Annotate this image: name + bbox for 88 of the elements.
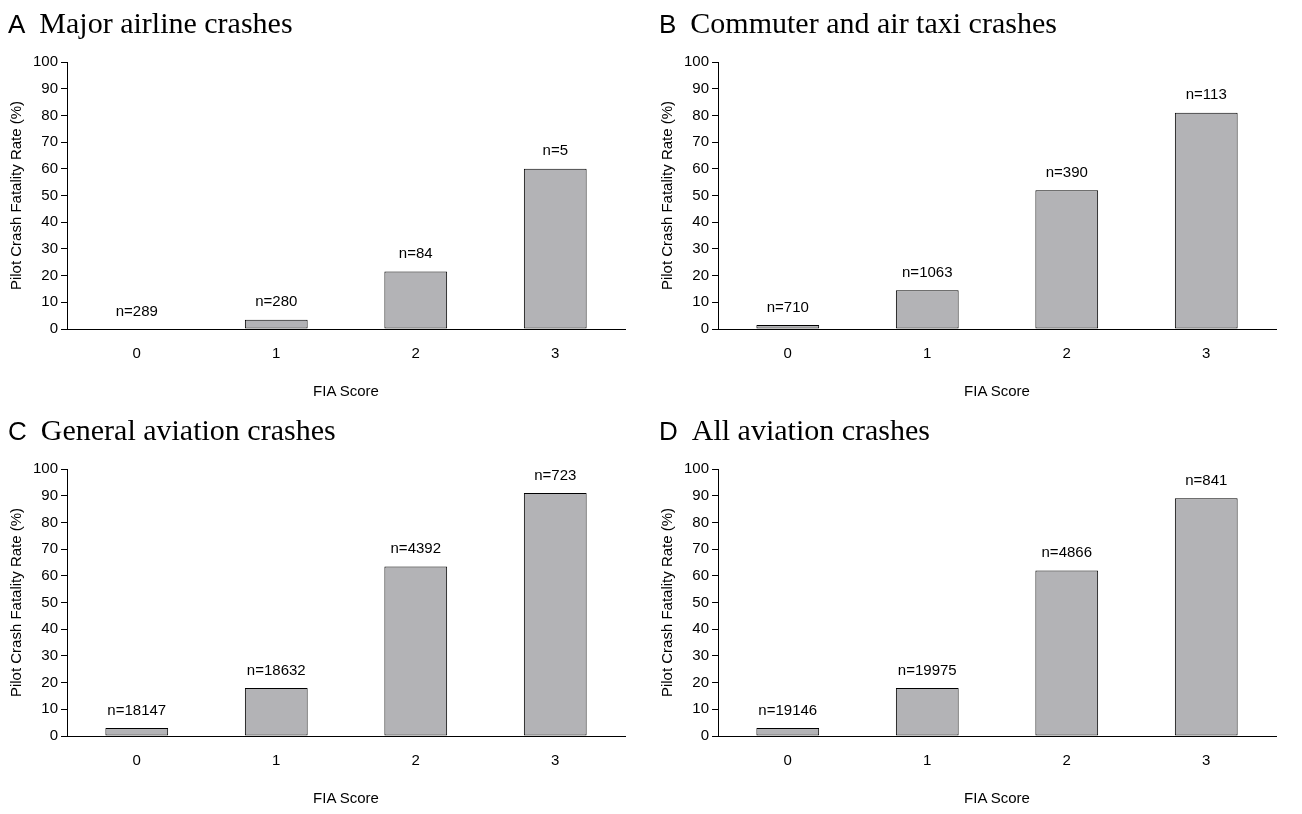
x-tick-label: 0 — [132, 751, 141, 769]
y-tick-label: 20 — [41, 265, 59, 283]
annotation: n=289 — [115, 301, 158, 319]
x-tick-label: 0 — [132, 344, 141, 362]
x-tick-label: 1 — [923, 344, 932, 362]
x-tick-label: 0 — [783, 751, 792, 769]
y-tick-label: 40 — [692, 212, 710, 230]
y-tick-label: 100 — [684, 52, 710, 70]
y-tick-label: 100 — [33, 459, 59, 477]
y-tick-label: 90 — [41, 485, 59, 503]
y-tick-label: 70 — [41, 539, 59, 557]
y-tick-label: 60 — [41, 158, 59, 176]
x-axis-title: FIA Score — [964, 382, 1030, 400]
annotation: n=710 — [766, 297, 809, 315]
y-tick-label: 40 — [41, 619, 59, 637]
annotation: n=84 — [398, 244, 433, 262]
chart-title: A Major airline crashes — [8, 6, 293, 39]
y-tick-label: 0 — [700, 319, 710, 337]
x-tick-label: 3 — [551, 344, 560, 362]
y-axis-title: Pilot Crash Fatality Rate (%) — [7, 507, 25, 698]
y-tick-label: 90 — [692, 485, 710, 503]
x-tick-label: 3 — [551, 751, 560, 769]
x-tick-label: 3 — [1202, 751, 1211, 769]
chart-title: D All aviation crashes — [659, 413, 931, 446]
y-tick-label: 10 — [41, 699, 59, 717]
x-tick-label: 1 — [923, 751, 932, 769]
x-tick-label: 0 — [783, 344, 792, 362]
annotation: n=1063 — [902, 262, 953, 280]
y-tick-label: 100 — [33, 52, 59, 70]
x-axis-title: FIA Score — [313, 382, 379, 400]
annotation: n=19146 — [758, 700, 818, 718]
annotation: n=4866 — [1041, 543, 1092, 561]
y-tick-label: 10 — [692, 699, 710, 717]
y-tick-label: 30 — [41, 239, 59, 257]
x-tick-label: 2 — [411, 751, 420, 769]
annotation: n=4392 — [390, 539, 441, 557]
y-tick-label: 0 — [49, 726, 59, 744]
x-axis-title: FIA Score — [313, 789, 379, 807]
y-tick-label: 70 — [41, 132, 59, 150]
y-axis-title: Pilot Crash Fatality Rate (%) — [7, 100, 25, 291]
x-axis-title: FIA Score — [964, 789, 1030, 807]
y-tick-label: 30 — [41, 646, 59, 664]
y-tick-label: 80 — [692, 512, 710, 530]
y-tick-label: 10 — [41, 292, 59, 310]
y-tick-label: 80 — [692, 105, 710, 123]
annotation: n=390 — [1045, 162, 1088, 180]
y-tick-label: 60 — [41, 565, 59, 583]
y-tick-label: 30 — [692, 646, 710, 664]
y-tick-label: 90 — [692, 78, 710, 96]
y-tick-label: 20 — [692, 672, 710, 690]
y-tick-label: 50 — [41, 185, 59, 203]
y-tick-label: 90 — [41, 78, 59, 96]
annotation: n=280 — [255, 292, 298, 310]
y-tick-label: 0 — [49, 319, 59, 337]
y-tick-label: 70 — [692, 132, 710, 150]
y-tick-label: 0 — [700, 726, 710, 744]
y-tick-label: 80 — [41, 105, 59, 123]
y-tick-label: 20 — [692, 265, 710, 283]
chart-title: B Commuter and air taxi crashes — [659, 6, 1057, 39]
y-tick-label: 30 — [692, 239, 710, 257]
annotation: n=18147 — [107, 700, 167, 718]
x-tick-label: 3 — [1202, 344, 1211, 362]
chart-title: C General aviation crashes — [8, 413, 336, 446]
y-tick-label: 100 — [684, 459, 710, 477]
annotation: n=841 — [1185, 471, 1228, 489]
y-axis-title: Pilot Crash Fatality Rate (%) — [658, 507, 676, 698]
y-tick-label: 60 — [692, 158, 710, 176]
annotation: n=113 — [1185, 85, 1227, 103]
annotation: n=18632 — [246, 660, 306, 678]
x-tick-label: 2 — [411, 344, 420, 362]
y-tick-label: 10 — [692, 292, 710, 310]
x-tick-label: 2 — [1062, 344, 1071, 362]
y-tick-label: 40 — [41, 212, 59, 230]
annotation: n=19975 — [897, 660, 957, 678]
annotation: n=723 — [534, 465, 577, 483]
y-tick-label: 50 — [692, 592, 710, 610]
y-tick-label: 80 — [41, 512, 59, 530]
y-tick-label: 60 — [692, 565, 710, 583]
y-tick-label: 20 — [41, 672, 59, 690]
x-tick-label: 1 — [272, 344, 281, 362]
x-tick-label: 1 — [272, 751, 281, 769]
x-tick-label: 2 — [1062, 751, 1071, 769]
annotation: n=5 — [542, 141, 568, 159]
y-tick-label: 70 — [692, 539, 710, 557]
y-tick-label: 50 — [41, 592, 59, 610]
y-axis-title: Pilot Crash Fatality Rate (%) — [658, 100, 676, 291]
y-tick-label: 50 — [692, 185, 710, 203]
y-tick-label: 40 — [692, 619, 710, 637]
